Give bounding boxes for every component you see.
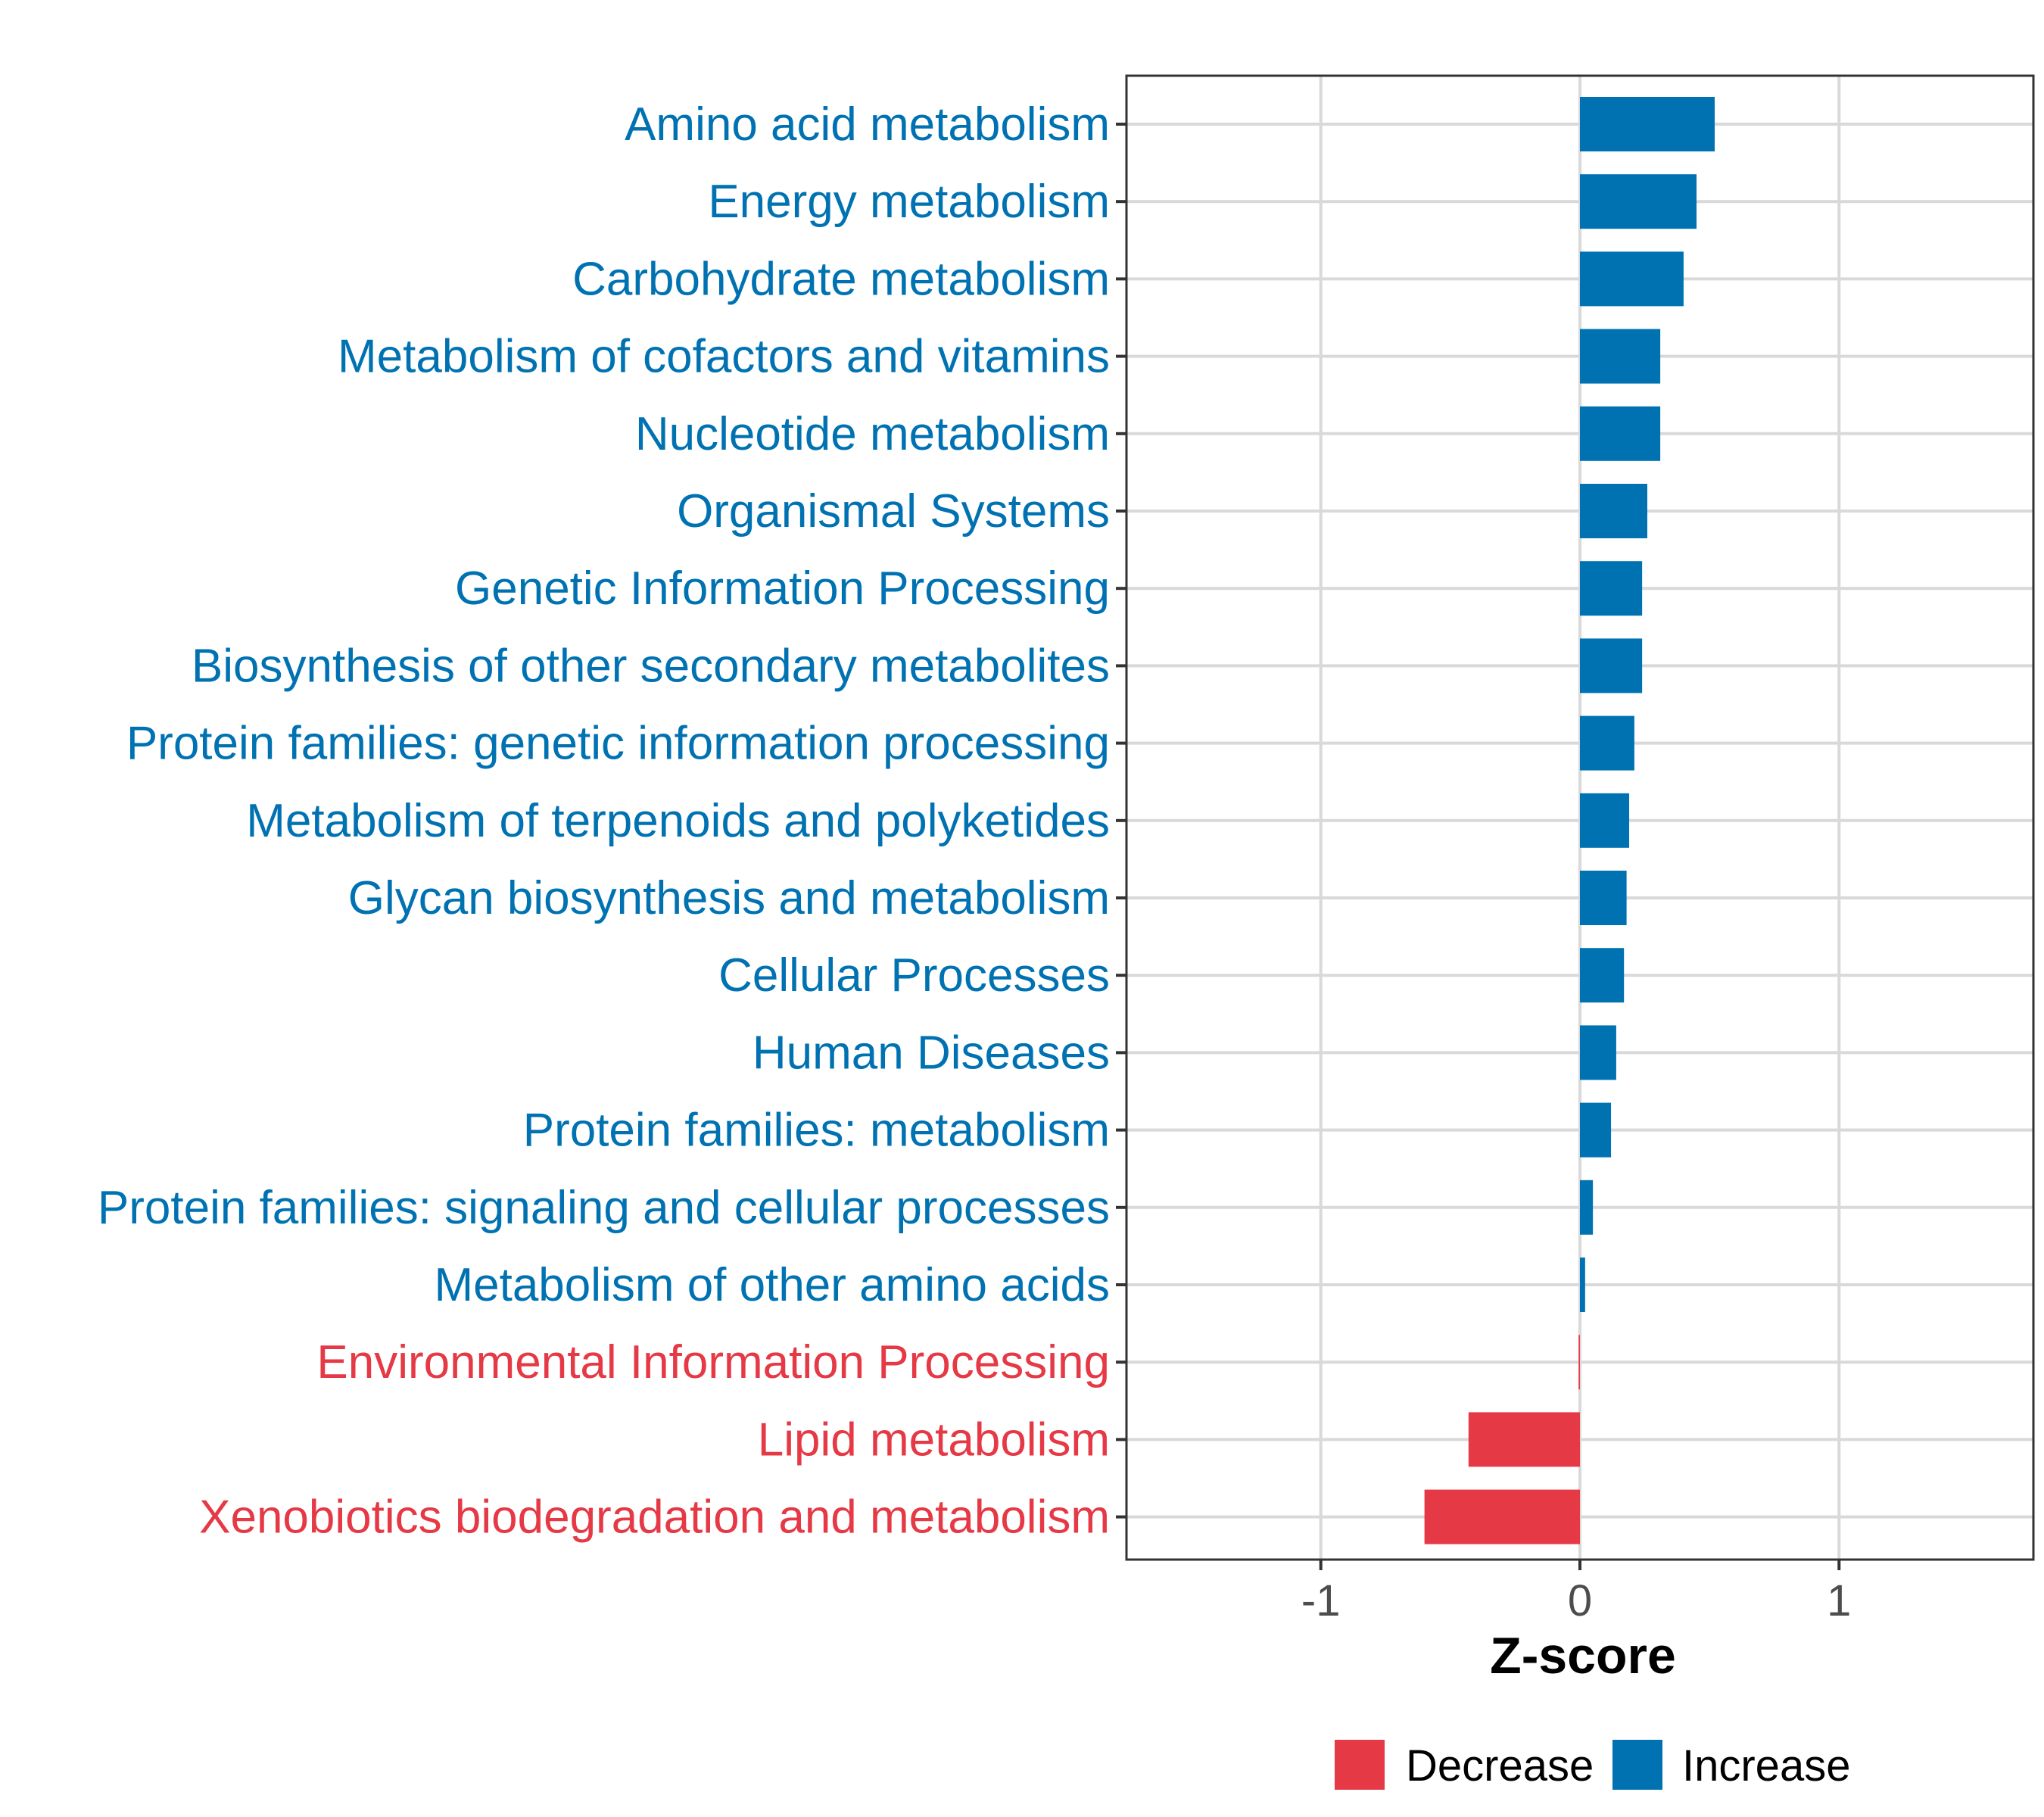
- bar-increase: [1580, 1258, 1585, 1312]
- x-axis-ticks: -1 0 1: [1301, 1560, 1851, 1625]
- y-category-label: Energy metabolism: [708, 176, 1110, 228]
- bar-increase: [1580, 1180, 1594, 1235]
- bar-increase: [1580, 251, 1684, 307]
- legend-label-decrease: Decrease: [1406, 1741, 1594, 1791]
- bars: [1424, 97, 1715, 1544]
- y-category-label: Human Diseases: [752, 1027, 1110, 1079]
- y-category-label: Protein families: metabolism: [523, 1105, 1110, 1157]
- x-axis-title: Z-score: [1490, 1627, 1676, 1685]
- x-tick-label: -1: [1301, 1576, 1341, 1625]
- y-category-label: Genetic Information Processing: [455, 563, 1110, 615]
- y-category-label: Metabolism of other amino acids: [434, 1259, 1110, 1311]
- bar-increase: [1580, 484, 1647, 538]
- x-tick-label: 0: [1568, 1576, 1592, 1625]
- y-category-label: Xenobiotics biodegradation and metabolis…: [199, 1491, 1110, 1544]
- y-category-label: Metabolism of cofactors and vitamins: [338, 331, 1110, 383]
- legend-swatch-increase: [1612, 1740, 1662, 1790]
- y-category-label: Organismal Systems: [677, 485, 1110, 538]
- bar-increase: [1580, 715, 1634, 771]
- y-category-label: Biosynthesis of other secondary metaboli…: [192, 640, 1110, 692]
- y-category-label: Nucleotide metabolism: [635, 408, 1110, 460]
- bar-increase: [1580, 1102, 1612, 1158]
- bar-decrease: [1424, 1489, 1580, 1544]
- y-category-label: Cellular Processes: [718, 949, 1110, 1002]
- y-category-label: Lipid metabolism: [758, 1413, 1110, 1466]
- y-category-label: Glycan biosynthesis and metabolism: [348, 872, 1110, 924]
- legend-swatch-decrease: [1335, 1740, 1385, 1790]
- bar-increase: [1580, 97, 1715, 151]
- bar-increase: [1580, 793, 1630, 848]
- y-axis-labels: Amino acid metabolism Energy metabolism Ca…: [98, 98, 1110, 1544]
- y-category-label: Metabolism of terpenoids and polyketides: [246, 795, 1110, 847]
- x-tick-label: 1: [1827, 1576, 1851, 1625]
- bar-increase: [1580, 406, 1661, 461]
- legend: Decrease Increase: [1335, 1740, 1850, 1791]
- bar-increase: [1580, 174, 1697, 229]
- y-category-label: Protein families: signaling and cellular…: [98, 1182, 1110, 1234]
- bar-increase: [1580, 1025, 1616, 1080]
- y-category-label: Environmental Information Processing: [316, 1336, 1110, 1388]
- bar-decrease: [1468, 1412, 1580, 1467]
- bar-increase: [1580, 329, 1661, 384]
- bar-increase: [1580, 638, 1643, 693]
- bar-increase: [1580, 948, 1625, 1003]
- bar-increase: [1580, 871, 1627, 925]
- y-category-label: Amino acid metabolism: [625, 98, 1110, 151]
- y-axis-ticks: [1116, 123, 1126, 1519]
- legend-label-increase: Increase: [1682, 1741, 1850, 1791]
- y-category-label: Protein families: genetic information pr…: [126, 718, 1110, 770]
- bar-decrease: [1578, 1335, 1580, 1390]
- bar-increase: [1580, 561, 1643, 616]
- y-category-label: Carbohydrate metabolism: [572, 253, 1110, 305]
